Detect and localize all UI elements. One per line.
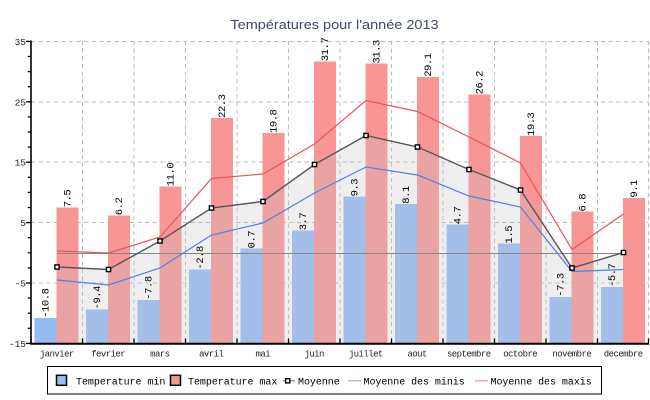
svg-text:0.7: 0.7 bbox=[247, 231, 259, 249]
svg-text:mai: mai bbox=[256, 350, 271, 360]
svg-text:janvier: janvier bbox=[40, 350, 74, 360]
svg-text:decembre: decembre bbox=[604, 350, 643, 360]
svg-text:9.1: 9.1 bbox=[629, 180, 641, 198]
svg-text:-5: -5 bbox=[15, 279, 27, 290]
svg-text:6.2: 6.2 bbox=[114, 197, 126, 215]
svg-text:Moyenne: Moyenne bbox=[298, 377, 340, 388]
svg-text:Temperature min: Temperature min bbox=[76, 376, 165, 388]
svg-text:4.7: 4.7 bbox=[453, 206, 465, 224]
svg-text:19.3: 19.3 bbox=[526, 112, 538, 136]
svg-text:8.1: 8.1 bbox=[401, 186, 413, 204]
svg-text:6.8: 6.8 bbox=[578, 194, 590, 212]
svg-text:Temperature max: Temperature max bbox=[188, 377, 277, 388]
svg-text:-5.7: -5.7 bbox=[607, 263, 619, 287]
svg-text:-9.4: -9.4 bbox=[92, 286, 104, 310]
svg-text:1.5: 1.5 bbox=[504, 226, 516, 244]
svg-text:octobre: octobre bbox=[503, 350, 537, 360]
svg-text:11.0: 11.0 bbox=[166, 163, 178, 187]
svg-text:-15: -15 bbox=[9, 339, 26, 350]
svg-text:19.8: 19.8 bbox=[269, 109, 281, 133]
svg-text:22.3: 22.3 bbox=[217, 94, 229, 118]
svg-text:31.7: 31.7 bbox=[320, 38, 332, 62]
svg-text:avril: avril bbox=[199, 350, 223, 360]
svg-text:9.3: 9.3 bbox=[350, 179, 362, 197]
svg-text:-10.8: -10.8 bbox=[41, 288, 53, 317]
svg-text:15: 15 bbox=[15, 158, 27, 169]
svg-text:35: 35 bbox=[15, 37, 27, 48]
svg-text:septembre: septembre bbox=[447, 350, 491, 360]
svg-text:7.5: 7.5 bbox=[63, 190, 75, 208]
svg-text:25: 25 bbox=[15, 97, 27, 108]
svg-text:novembre: novembre bbox=[552, 350, 591, 360]
svg-text:aout: aout bbox=[407, 350, 427, 360]
svg-text:3.7: 3.7 bbox=[298, 213, 310, 231]
svg-text:juillet: juillet bbox=[349, 350, 383, 360]
svg-text:-7.3: -7.3 bbox=[556, 273, 568, 297]
svg-text:31.3: 31.3 bbox=[372, 40, 384, 64]
svg-text:26.2: 26.2 bbox=[475, 71, 487, 95]
svg-text:-7.8: -7.8 bbox=[144, 276, 156, 300]
svg-text:Températures pour l'année 2013: Températures pour l'année 2013 bbox=[230, 18, 438, 32]
svg-text:-2.8: -2.8 bbox=[195, 246, 207, 270]
svg-text:juin: juin bbox=[304, 350, 324, 360]
svg-text:Moyenne des maxis: Moyenne des maxis bbox=[491, 376, 592, 388]
svg-text:Moyenne des minis: Moyenne des minis bbox=[364, 376, 465, 388]
svg-text:5: 5 bbox=[20, 218, 26, 229]
svg-text:mars: mars bbox=[150, 350, 170, 360]
svg-text:29.1: 29.1 bbox=[423, 53, 435, 77]
svg-text:fevrier: fevrier bbox=[91, 350, 125, 360]
